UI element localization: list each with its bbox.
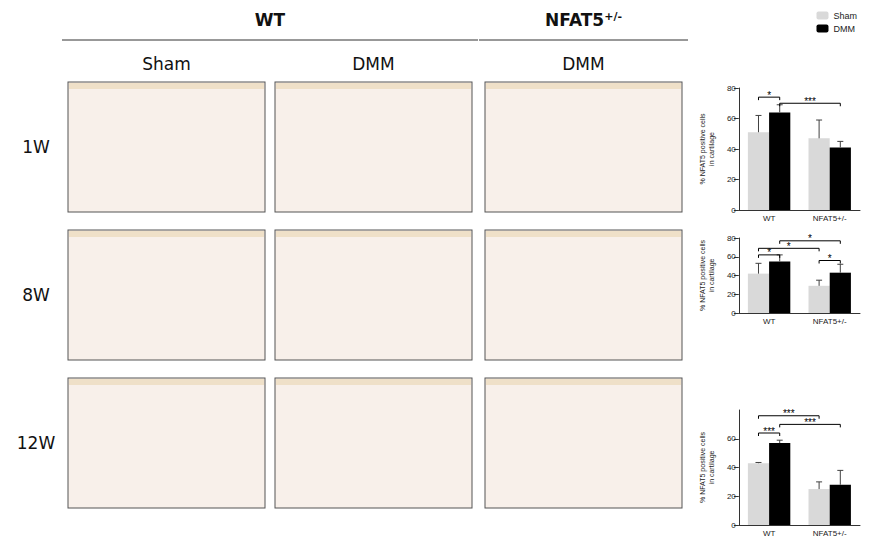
svg-text:*: * (767, 90, 771, 101)
svg-text:1W: 1W (22, 137, 50, 157)
svg-text:NFAT5+/-: NFAT5+/- (813, 529, 847, 538)
svg-text:in cartilage: in cartilage (708, 450, 716, 484)
svg-text:% NFAT5 positive cells: % NFAT5 positive cells (699, 113, 707, 185)
svg-text:% NFAT5 positive cells: % NFAT5 positive cells (699, 431, 707, 503)
svg-text:40: 40 (727, 463, 736, 472)
svg-text:NFAT5+/-: NFAT5+/- (813, 214, 847, 223)
svg-text:20: 20 (727, 290, 736, 299)
svg-text:DMM: DMM (562, 54, 604, 74)
svg-text:in cartilage: in cartilage (708, 258, 716, 292)
svg-text:60: 60 (727, 434, 736, 443)
svg-text:NFAT5+/-: NFAT5+/- (545, 10, 622, 31)
svg-text:20: 20 (727, 492, 736, 501)
svg-text:***: *** (804, 96, 816, 107)
svg-text:WT: WT (255, 10, 286, 30)
svg-text:Sham: Sham (833, 11, 857, 21)
svg-text:NFAT5+/-: NFAT5+/- (813, 317, 847, 326)
svg-text:*: * (828, 253, 832, 264)
svg-text:40: 40 (727, 145, 736, 154)
svg-text:*: * (808, 233, 812, 244)
svg-text:WT: WT (763, 529, 776, 538)
svg-text:0: 0 (731, 206, 736, 215)
svg-text:80: 80 (727, 84, 736, 93)
svg-text:Sham: Sham (142, 54, 191, 74)
svg-text:DMM: DMM (833, 24, 855, 34)
svg-text:***: *** (783, 408, 795, 419)
svg-text:60: 60 (727, 114, 736, 123)
svg-text:20: 20 (727, 175, 736, 184)
svg-text:12W: 12W (17, 433, 56, 453)
svg-text:60: 60 (727, 252, 736, 261)
svg-text:*: * (787, 241, 791, 252)
svg-text:% NFAT5 positive cells: % NFAT5 positive cells (699, 239, 707, 311)
svg-text:WT: WT (763, 214, 776, 223)
svg-text:80: 80 (727, 234, 736, 243)
svg-text:0: 0 (731, 521, 736, 530)
svg-text:in cartilage: in cartilage (708, 132, 716, 166)
svg-text:WT: WT (763, 317, 776, 326)
svg-text:40: 40 (727, 271, 736, 280)
svg-text:DMM: DMM (352, 54, 394, 74)
svg-text:*: * (767, 247, 771, 258)
svg-text:***: *** (763, 426, 775, 437)
svg-text:0: 0 (731, 309, 736, 318)
svg-text:***: *** (804, 417, 816, 428)
svg-text:8W: 8W (22, 285, 50, 305)
